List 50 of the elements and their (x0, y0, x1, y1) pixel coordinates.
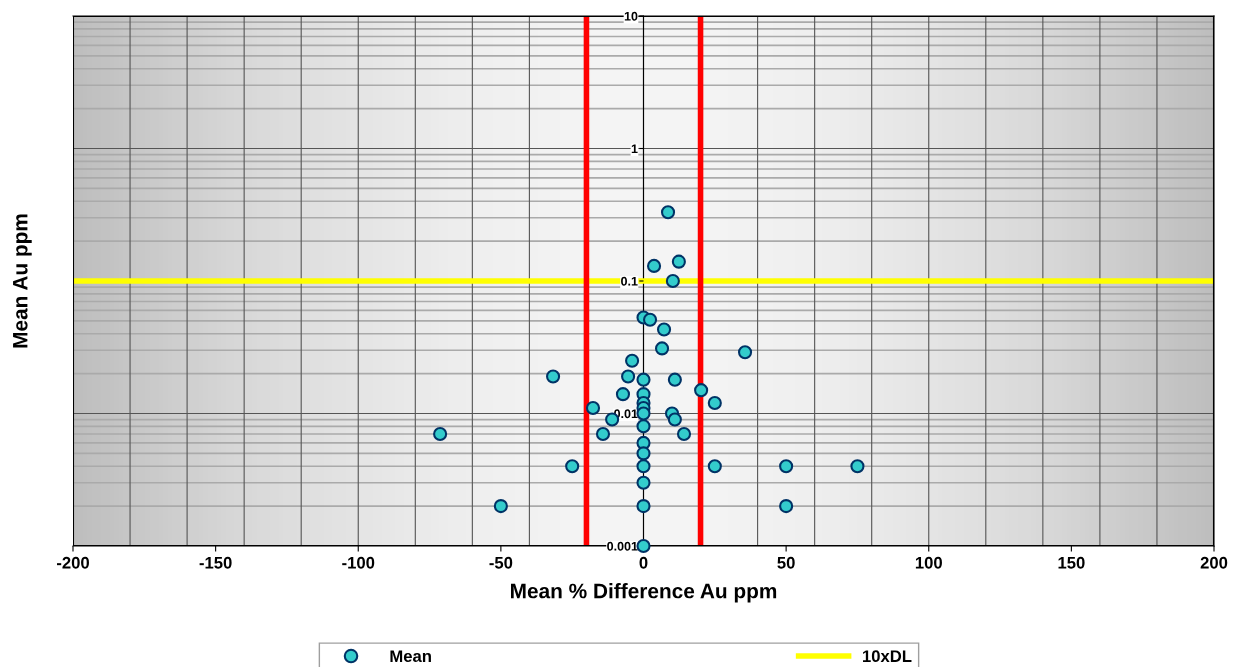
y-tick-label: 1 (631, 144, 638, 154)
point (636, 459, 651, 474)
point (615, 387, 631, 402)
point (654, 341, 670, 356)
point (433, 426, 448, 442)
y-axis-title: Mean Au ppm (13, 214, 32, 348)
point (660, 205, 676, 220)
point (546, 369, 561, 384)
point (565, 459, 580, 474)
point (779, 459, 794, 474)
point (676, 426, 692, 442)
point (585, 400, 601, 416)
x-tick-label: 50 (777, 556, 795, 569)
legend-label: 10xDL (863, 650, 912, 663)
point (621, 369, 636, 384)
point (636, 419, 651, 434)
x-tick-label: -200 (56, 556, 89, 569)
point (643, 312, 658, 327)
x-tick-label: 150 (1058, 556, 1085, 569)
point (493, 499, 508, 514)
point (636, 475, 651, 490)
point (850, 459, 865, 474)
x-tick-label: 100 (915, 556, 942, 569)
point (671, 254, 686, 269)
point (625, 353, 640, 368)
point (656, 322, 672, 337)
point (667, 372, 682, 387)
point (595, 426, 611, 442)
point (707, 459, 722, 474)
y-tick-label: 0.1 (621, 276, 638, 286)
point (779, 499, 794, 514)
point (647, 258, 662, 273)
x-tick-label: 0 (639, 556, 648, 569)
point (636, 372, 651, 387)
x-tick-label: -100 (342, 556, 375, 569)
point (665, 273, 680, 289)
x-tick-label: 200 (1200, 556, 1228, 569)
x-axis-title: Mean % Difference Au ppm (511, 583, 777, 603)
point (636, 406, 651, 421)
point (667, 412, 682, 427)
point (694, 383, 709, 398)
point (636, 538, 651, 554)
point (636, 499, 651, 514)
point (636, 446, 651, 461)
x-tick-label: -50 (489, 556, 513, 569)
point (707, 395, 722, 411)
legend-label: Mean (390, 650, 431, 663)
point (737, 345, 753, 360)
x-tick-label: -150 (199, 556, 232, 569)
y-tick-label: 10 (624, 11, 638, 21)
